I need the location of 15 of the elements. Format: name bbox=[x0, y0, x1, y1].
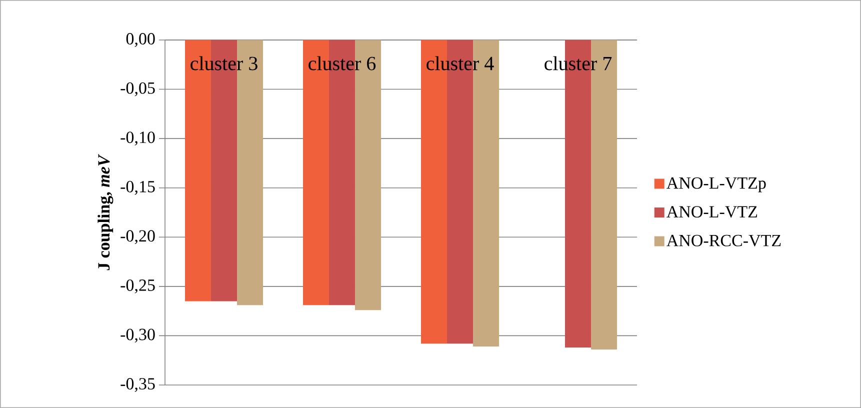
y-tick-label: -0,15 bbox=[120, 180, 155, 195]
x-tick-label: cluster 3 bbox=[190, 56, 258, 70]
y-tick-label: -0,25 bbox=[120, 279, 155, 294]
legend-label: ANO-L-VTZp bbox=[666, 177, 766, 192]
y-tick-label: -0,20 bbox=[120, 230, 155, 244]
legend-label: ANO-L-VTZ bbox=[666, 206, 758, 218]
y-tick-label: -0,30 bbox=[120, 328, 155, 343]
y-tick-label: -0,10 bbox=[120, 132, 155, 146]
x-tick-label: cluster 4 bbox=[426, 56, 494, 70]
x-tick-label: cluster 6 bbox=[308, 56, 376, 70]
y-tick-label: -0,05 bbox=[120, 82, 155, 96]
y-tick-label: -0,35 bbox=[120, 378, 155, 392]
y-axis-title: J coupling, meV bbox=[98, 154, 114, 270]
legend-label: ANO-RCC-VTZ bbox=[666, 234, 781, 246]
y-tick-label: 0,00 bbox=[126, 33, 155, 47]
